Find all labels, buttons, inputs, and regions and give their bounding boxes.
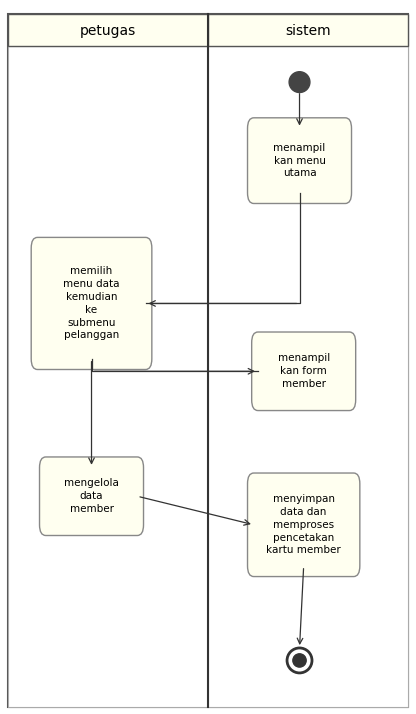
Ellipse shape [289,71,310,93]
Text: menampil
kan form
member: menampil kan form member [277,353,330,389]
FancyBboxPatch shape [252,332,356,411]
FancyBboxPatch shape [208,46,408,707]
FancyBboxPatch shape [8,14,208,46]
Text: petugas: petugas [80,24,136,38]
FancyBboxPatch shape [8,14,408,707]
Ellipse shape [287,648,312,673]
Text: menyimpan
data dan
memproses
pencetakan
kartu member: menyimpan data dan memproses pencetakan … [266,494,341,555]
Text: memilih
menu data
kemudian
ke
submenu
pelanggan: memilih menu data kemudian ke submenu pe… [63,266,120,341]
FancyBboxPatch shape [40,457,144,536]
FancyBboxPatch shape [31,238,152,370]
Ellipse shape [293,654,306,667]
FancyBboxPatch shape [8,46,208,707]
Text: menampil
kan menu
utama: menampil kan menu utama [273,143,326,178]
FancyBboxPatch shape [248,473,360,577]
FancyBboxPatch shape [208,14,408,46]
Text: sistem: sistem [285,24,331,38]
Text: mengelola
data
member: mengelola data member [64,478,119,514]
FancyBboxPatch shape [248,118,352,203]
